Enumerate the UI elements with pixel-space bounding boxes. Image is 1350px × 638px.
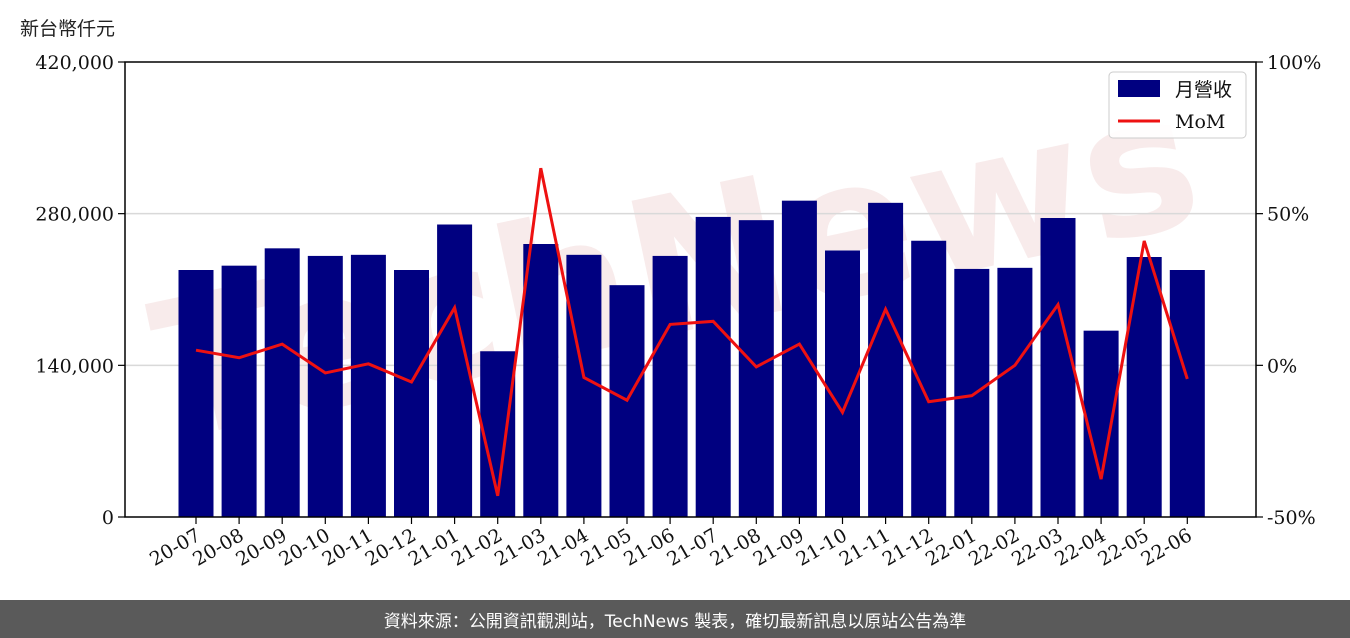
bar-20-12 <box>394 270 429 517</box>
bar-21-03 <box>523 244 559 517</box>
bar-20-11 <box>350 254 386 518</box>
legend-label-revenue: 月營收 <box>1175 79 1232 101</box>
right-tick-label: 50% <box>1267 204 1309 226</box>
bar-21-06 <box>652 255 688 517</box>
mom-line <box>195 167 1189 497</box>
source-text: 資料來源：公開資訊觀測站，TechNews 製表，確切最新訊息以原站公告為準 <box>383 611 967 632</box>
bar-22-02 <box>997 267 1033 517</box>
bar-22-04 <box>1083 330 1119 517</box>
bar-21-04 <box>566 254 602 518</box>
left-tick-label: 420,000 <box>35 52 114 74</box>
bar-20-07 <box>178 270 214 517</box>
legend-bar-swatch <box>1118 80 1160 97</box>
left-tick-label: 280,000 <box>35 204 114 226</box>
bar-22-03 <box>1040 218 1076 517</box>
chart-area: 新台幣仟元 TechNews0140,000280,000420,000-50%… <box>20 18 1321 571</box>
plot-frame <box>124 61 1257 518</box>
bar-21-09 <box>781 200 817 517</box>
bar-22-01 <box>954 268 990 517</box>
bar-21-08 <box>738 220 774 517</box>
left-tick-label: 140,000 <box>35 355 114 377</box>
revenue-chart: TechNews0140,000280,000420,000-50%0%50%1… <box>35 48 1321 571</box>
right-tick-label: 100% <box>1267 52 1321 74</box>
legend: 月營收 MoM <box>1108 71 1247 139</box>
legend-label-mom: MoM <box>1175 111 1225 133</box>
left-tick-label: 0 <box>102 507 114 529</box>
right-tick-label: -50% <box>1267 507 1316 529</box>
bar-20-09 <box>264 248 300 518</box>
bar-21-11 <box>868 202 904 518</box>
bar-20-10 <box>307 255 343 517</box>
bar-21-01 <box>437 224 473 517</box>
bar-22-05 <box>1126 257 1162 517</box>
x-tick-label-22-06: 22-06 <box>1137 524 1195 570</box>
bar-22-06 <box>1169 270 1205 517</box>
source-footer: 資料來源：公開資訊觀測站，TechNews 製表，確切最新訊息以原站公告為準 <box>0 600 1350 638</box>
right-tick-label: 0% <box>1267 355 1297 377</box>
y-axis-unit-label: 新台幣仟元 <box>20 18 116 40</box>
bar-21-07 <box>695 216 731 517</box>
bar-20-08 <box>221 265 257 517</box>
